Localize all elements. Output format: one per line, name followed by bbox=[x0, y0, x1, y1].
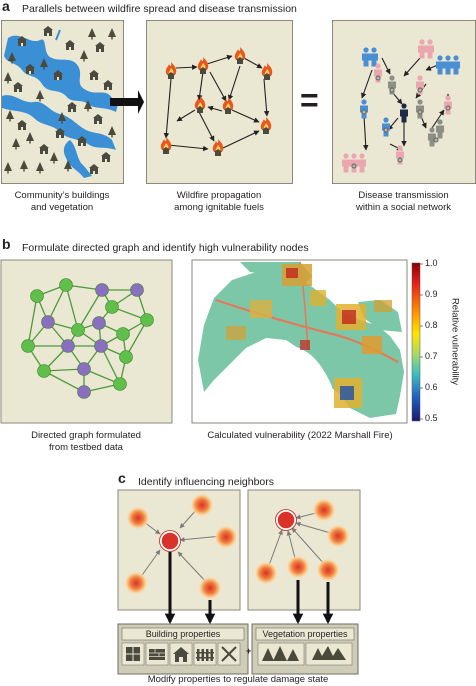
panel-c-caption: Modify properties to regulate damage sta… bbox=[147, 674, 329, 685]
community-map bbox=[2, 26, 118, 178]
fire-node bbox=[160, 137, 172, 154]
window-icon bbox=[126, 647, 140, 661]
colorbar-tick-label: 0.9 bbox=[425, 289, 438, 299]
panel-a-heading: Parallels between wildfire spread and di… bbox=[22, 3, 297, 15]
caption-community-2: and vegetation bbox=[30, 202, 94, 213]
colorbar-tick-label: 0.7 bbox=[425, 351, 438, 361]
colorbar-tick-label: 0.5 bbox=[425, 413, 438, 423]
person-icons-pink bbox=[342, 39, 452, 173]
neighbor-node bbox=[190, 493, 214, 517]
vulnerability-map bbox=[191, 259, 423, 424]
vegetation-property-icons bbox=[257, 642, 353, 666]
panel-c-letter: c bbox=[118, 470, 126, 486]
panel-a-letter: a bbox=[2, 0, 10, 14]
water-body-2 bbox=[2, 95, 116, 150]
graph-nodes bbox=[21, 278, 154, 399]
panel-b-heading: Formulate directed graph and identify hi… bbox=[22, 242, 309, 254]
fire-node bbox=[222, 97, 234, 114]
panel-c-heading: Identify influencing neighbors bbox=[138, 476, 275, 488]
water-body-3 bbox=[63, 140, 92, 178]
caption-wildfire-2: among ignitable fuels bbox=[174, 202, 264, 213]
brick-wall-icon bbox=[149, 649, 165, 660]
vegetation-influence-graph bbox=[254, 498, 350, 585]
neighbor-node bbox=[286, 555, 310, 579]
fire-node bbox=[165, 62, 177, 79]
target-node bbox=[160, 531, 180, 551]
house-icon bbox=[173, 647, 189, 662]
colorbar bbox=[411, 262, 421, 422]
colorbar-tick-label: 0.8 bbox=[425, 320, 438, 330]
fire-edges bbox=[163, 54, 270, 152]
social-network bbox=[342, 39, 460, 173]
neighbor-node bbox=[214, 525, 238, 549]
neighbor-node bbox=[254, 561, 278, 585]
neighbor-node bbox=[198, 576, 222, 600]
map-high-vulnerability-clusters bbox=[226, 264, 392, 408]
vegetation-properties-label: Vegetation properties bbox=[262, 629, 348, 639]
building-properties-label: Building properties bbox=[145, 629, 221, 639]
fence-icon bbox=[196, 649, 214, 661]
person-icons-blue bbox=[360, 47, 460, 137]
caption-directed-graph-1: Directed graph formulated bbox=[31, 430, 141, 441]
directed-graph bbox=[0, 259, 173, 424]
process-arrow bbox=[110, 90, 144, 114]
equals-sign: = bbox=[300, 82, 319, 118]
map-lake bbox=[225, 344, 334, 420]
target-node bbox=[276, 510, 296, 530]
caption-vulnerability: Calculated vulnerability (2022 Marshall … bbox=[207, 430, 393, 441]
panel-b-letter: b bbox=[2, 236, 11, 252]
caption-disease-2: within a social network bbox=[355, 202, 452, 213]
vegetation-neighbors-panel bbox=[247, 489, 361, 611]
neighbor-node bbox=[326, 524, 350, 548]
wildfire-propagation-panel bbox=[146, 20, 293, 184]
caption-wildfire-1: Wildfire propagation bbox=[176, 190, 262, 201]
fire-node bbox=[260, 117, 272, 134]
fire-node bbox=[234, 47, 246, 64]
fire-node bbox=[194, 96, 206, 113]
caption-directed-graph-2: from testbed data bbox=[49, 442, 123, 453]
forest-icon bbox=[262, 646, 299, 661]
wildfire-network bbox=[160, 47, 273, 156]
tools-icon bbox=[221, 646, 237, 662]
water-stream bbox=[27, 29, 61, 59]
neighbor-node bbox=[126, 506, 150, 530]
colorbar-label: Relative vulnerability bbox=[449, 297, 461, 386]
fire-node bbox=[212, 139, 224, 156]
property-arrows bbox=[164, 552, 334, 625]
person-icon-patient-zero bbox=[400, 103, 408, 123]
neighbor-node bbox=[312, 498, 336, 522]
caption-disease-1: Disease transmission bbox=[358, 190, 449, 201]
fire-node bbox=[197, 57, 209, 74]
colorbar-tick-label: 0.6 bbox=[425, 382, 438, 392]
building-influence-graph bbox=[124, 493, 238, 600]
caption-community-1: Community’s buildings bbox=[14, 190, 110, 201]
fire-node bbox=[261, 63, 273, 80]
shrub-icon bbox=[312, 646, 346, 660]
colorbar-ticks bbox=[420, 263, 423, 420]
building-property-icons bbox=[121, 642, 241, 666]
neighbor-node bbox=[124, 571, 148, 595]
neighbor-node bbox=[316, 558, 340, 582]
colorbar-tick-label: 1.0 bbox=[425, 258, 438, 268]
plus-sign: + bbox=[246, 646, 252, 656]
